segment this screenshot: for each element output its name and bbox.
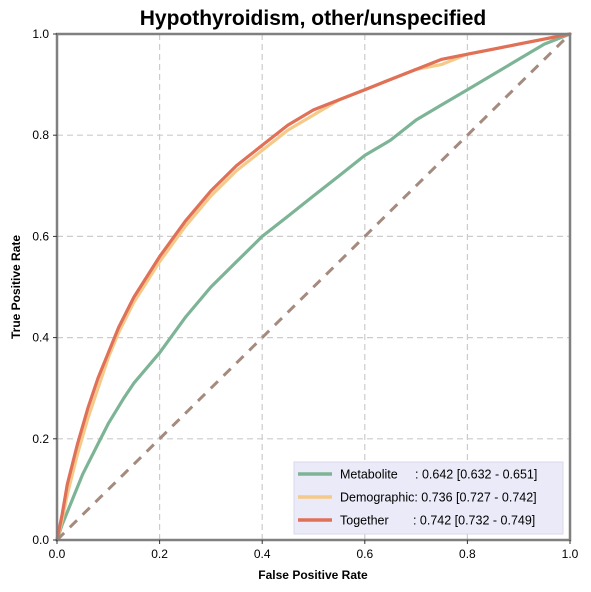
y-tick-label: 0.6 [32,229,49,243]
y-tick-label: 1.0 [32,27,49,41]
plot-lines [55,32,572,542]
legend-label-together: Together : 0.742 [0.732 - 0.749] [340,514,535,528]
series-line-together [55,32,572,542]
y-tick-label: 0.4 [32,331,49,345]
y-axis-label: True Positive Rate [9,235,23,339]
series-line-metabolite [55,32,572,542]
x-tick-label: 0.0 [49,547,66,561]
x-axis-label: False Positive Rate [258,568,368,582]
series-line-chance [55,32,572,542]
legend-label-metabolite: Metabolite : 0.642 [0.632 - 0.651] [340,468,537,482]
plot-frame [55,32,572,542]
grid-lines [57,34,570,540]
x-tick-label: 0.6 [356,547,373,561]
y-tick-label: 0.8 [32,128,49,142]
legend-box [293,461,564,535]
chart-title: Hypothyroidism, other/unspecified [140,7,487,30]
legend: Metabolite : 0.642 [0.632 - 0.651] Demogr… [293,461,564,535]
y-tick-label: 0.2 [32,432,49,446]
x-tick-label: 1.0 [562,547,579,561]
legend-label-demographic: Demographic: 0.736 [0.727 - 0.742] [340,491,537,505]
x-tick-label: 0.4 [254,547,271,561]
y-tick-label: 0.0 [32,533,49,547]
x-tick-label: 0.2 [151,547,168,561]
x-tick-label: 0.8 [459,547,476,561]
axis-ticks: 0.0 0.2 0.4 0.6 0.8 1.0 0.0 0.2 0.4 0.6 0.8 1.0 [32,27,578,561]
